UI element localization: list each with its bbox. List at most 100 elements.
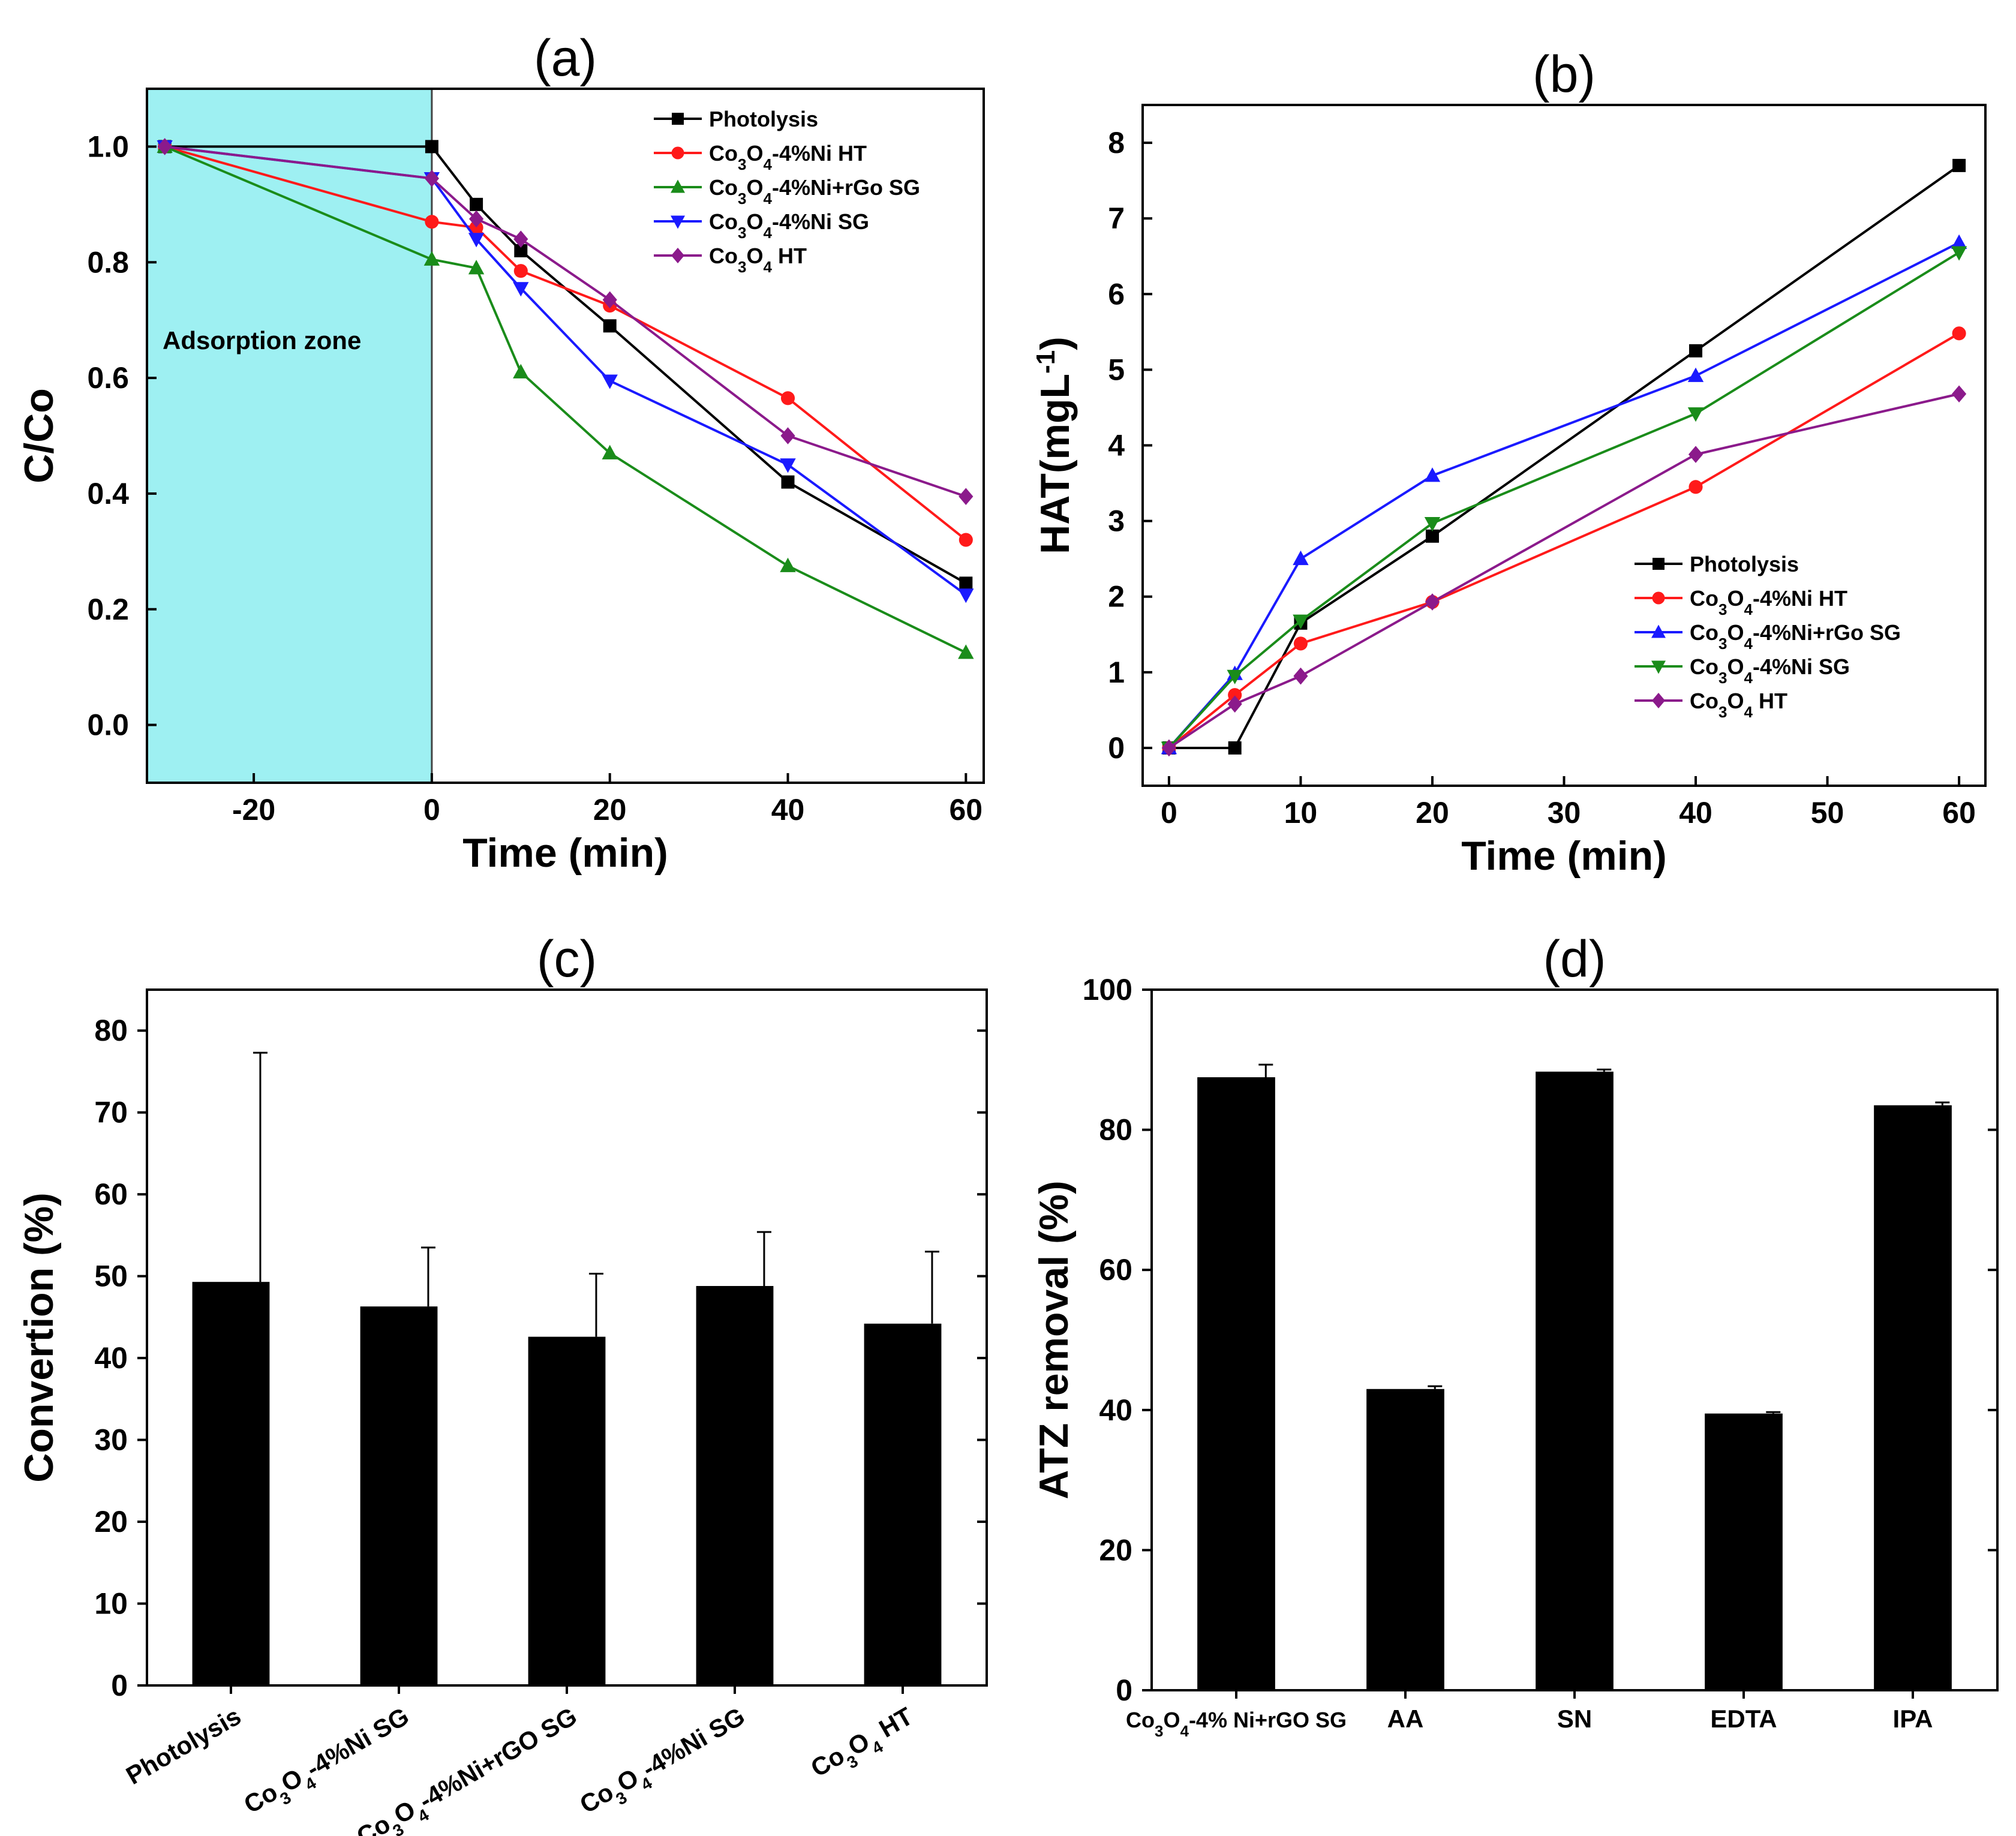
legend-entry: Co3O4-4%Ni SG	[709, 209, 869, 242]
data-point	[959, 533, 973, 547]
bar	[192, 1282, 270, 1685]
panel-title: (a)	[534, 29, 597, 87]
x-axis-label: Time (min)	[1461, 833, 1667, 879]
x-tick-label: 0	[1161, 796, 1177, 830]
x-category-text-part: EDTA	[1710, 1705, 1777, 1733]
data-point	[1952, 326, 1966, 341]
legend-text-part: O	[746, 244, 763, 268]
legend-text-part: Co	[1690, 654, 1718, 679]
y-tick-label: 1	[1108, 656, 1125, 689]
y-tick-label: 0	[1116, 1673, 1132, 1707]
bar	[1197, 1077, 1275, 1690]
series-line	[1168, 241, 1960, 749]
series-3	[1161, 234, 1967, 755]
legend-text-subscript: 4	[763, 224, 772, 242]
x-tick-label: 60	[950, 793, 983, 827]
x-category-label: Co3O4-4%Ni SG	[575, 1702, 753, 1825]
series-2	[158, 139, 973, 547]
legend-entry: Co3O4 HT	[1690, 689, 1787, 721]
x-category-label: IPA	[1893, 1705, 1933, 1733]
data-point	[1228, 688, 1242, 702]
y-tick-label: 20	[1099, 1533, 1132, 1567]
data-point	[468, 210, 484, 228]
x-tick-label: 60	[1942, 796, 1976, 830]
series-1	[158, 140, 973, 590]
x-category-text-part: Co	[1126, 1708, 1155, 1732]
data-point	[1425, 529, 1439, 543]
x-category-label: Photolysis	[121, 1702, 245, 1790]
series-line	[1168, 251, 1960, 749]
x-category-text-part: IPA	[1893, 1705, 1933, 1733]
legend-text-part: -4%Ni+rGo SG	[1753, 620, 1901, 645]
legend-entry: Co3O4-4%Ni+rGo SG	[1690, 620, 1901, 653]
y-tick-label: 40	[94, 1341, 128, 1375]
legend-marker	[1653, 558, 1665, 570]
legend-text-part: Co	[709, 244, 738, 268]
data-point	[1425, 593, 1440, 611]
x-tick-label: 20	[593, 793, 627, 827]
legend-text-subscript: 4	[763, 258, 772, 276]
y-axis-label: C/Co	[16, 388, 62, 483]
y-tick-label: 0.4	[87, 477, 129, 510]
legend-marker	[672, 113, 684, 125]
y-tick-label: 3	[1108, 504, 1125, 538]
legend-text-part: O	[1727, 654, 1744, 679]
y-tick-label: 8	[1108, 126, 1125, 160]
x-category-text-part: AA	[1387, 1705, 1424, 1733]
data-point	[602, 374, 618, 389]
data-point	[958, 588, 974, 603]
data-point	[425, 215, 439, 229]
bar	[360, 1306, 438, 1685]
legend-text-part: O	[746, 175, 763, 200]
y-tick-label: 0.0	[87, 708, 129, 742]
legend-text-part: Photolysis	[709, 107, 818, 131]
y-tick-label: 0.8	[87, 245, 129, 279]
legend-text-part: -4%Ni HT	[772, 141, 867, 166]
bar	[1874, 1105, 1952, 1690]
y-tick-label: 6	[1108, 277, 1125, 311]
legend-text-subscript: 3	[1718, 635, 1727, 653]
legend-text-part: HT	[1753, 689, 1787, 713]
series-5	[1161, 385, 1967, 757]
y-tick-label: 60	[1099, 1253, 1132, 1287]
y-tick-label: 20	[94, 1505, 128, 1538]
y-tick-label: 80	[1099, 1113, 1132, 1147]
data-point	[1293, 667, 1308, 685]
x-category-text-part: Co	[239, 1778, 283, 1819]
data-point	[1227, 669, 1243, 684]
legend-text-part: O	[746, 141, 763, 166]
y-tick-label: 50	[94, 1260, 128, 1293]
data-point	[469, 220, 483, 235]
x-category-text-subscript: 4	[1180, 1722, 1189, 1740]
x-tick-label: 0	[423, 793, 440, 827]
data-point	[1951, 234, 1967, 249]
legend-text-part: Co	[709, 141, 738, 166]
data-point	[1293, 550, 1309, 566]
legend-text-subscript: 3	[738, 224, 746, 242]
legend-text-part: Co	[1690, 689, 1718, 713]
legend-text-subscript: 3	[1718, 669, 1727, 687]
bar	[1366, 1389, 1444, 1690]
data-point	[157, 138, 172, 155]
y-tick-label: 4	[1108, 429, 1125, 462]
data-point	[1687, 407, 1704, 422]
y-tick-label: 0	[111, 1669, 128, 1702]
data-point	[424, 170, 439, 187]
y-tick-label: 7	[1108, 202, 1125, 235]
legend-text-subscript: 3	[1718, 600, 1727, 618]
legend-text-subscript: 4	[1744, 669, 1753, 687]
data-point	[780, 391, 795, 405]
y-axis-label-superscript: -1	[1031, 350, 1060, 374]
y-tick-label: 100	[1083, 973, 1132, 1006]
legend-entry: Co3O4-4%Ni HT	[709, 141, 867, 173]
series-line	[1168, 392, 1960, 749]
legend-text-part: -4%Ni+rGo SG	[772, 175, 920, 200]
x-category-label: Co3O4-4% Ni+rGO SG	[1126, 1708, 1347, 1740]
x-tick-label: 40	[1679, 796, 1712, 830]
x-category-label: Co3O4 HT	[806, 1702, 921, 1789]
legend-entry: Co3O4 HT	[709, 244, 807, 276]
data-point	[780, 427, 795, 444]
